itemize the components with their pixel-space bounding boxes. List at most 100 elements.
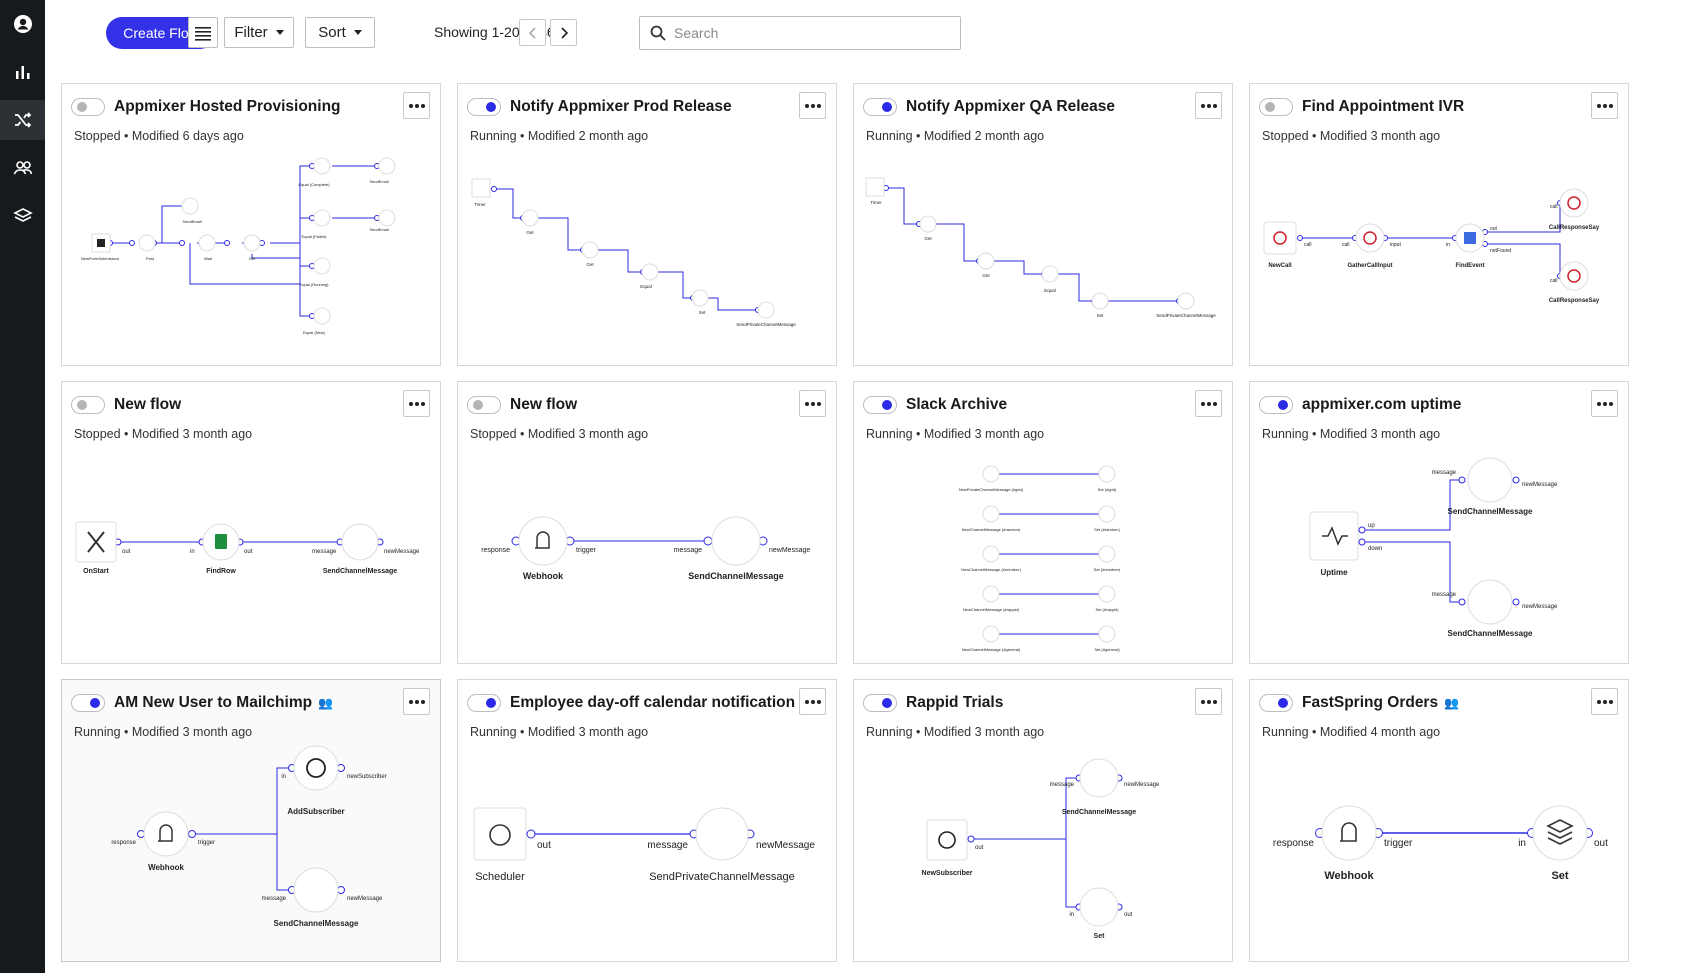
flow-title[interactable]: appmixer.com uptime [1302,396,1461,414]
flow-preview[interactable]: Webhook SendChannelMessage response trig… [458,444,838,664]
dot-icon [1596,103,1601,108]
list-view-button[interactable] [188,17,218,48]
flow-title[interactable]: Rappid Trials [906,694,1003,712]
dot-icon [414,699,419,704]
flow-card[interactable]: Rappid Trials Running • Modified 3 month … [853,679,1233,962]
flow-toggle[interactable] [1259,98,1293,116]
more-options-button[interactable] [799,390,826,417]
node-label: Scheduler [475,871,525,883]
port-label: in [281,774,286,780]
prev-page-button[interactable] [519,19,546,46]
more-options-button[interactable] [403,92,430,119]
flow-preview[interactable]: NewSubscriber SendChannelMessage Set out… [854,742,1234,962]
flow-title[interactable]: FastSpring Orders 👥 [1302,694,1459,712]
flow-card[interactable]: New flow Stopped • Modified 3 month ago O… [61,381,441,664]
flow-title[interactable]: Employee day-off calendar notification [510,694,795,712]
node-label: SendPrivateChannelMessage [736,322,796,327]
flow-preview[interactable]: Webhook AddSubscriber SendChannelMessage… [62,742,442,962]
flow-preview[interactable]: Uptime SendChannelMessage SendChannelMes… [1250,444,1630,664]
more-options-button[interactable] [1195,688,1222,715]
port-label: newMessage [384,549,420,555]
filter-button[interactable]: Filter [224,17,294,48]
sidebar [0,0,45,973]
flow-toggle[interactable] [467,694,501,712]
flow-title[interactable]: Find Appointment IVR [1302,98,1464,116]
dot-icon [1608,401,1613,406]
flow-card[interactable]: Employee day-off calendar notification Ru… [457,679,837,962]
flow-title[interactable]: Slack Archive [906,396,1007,414]
more-options-button[interactable] [1195,92,1222,119]
flow-card[interactable]: Notify Appmixer QA Release Running • Modi… [853,83,1233,366]
flow-toggle[interactable] [863,98,897,116]
sort-button[interactable]: Sort [305,17,375,48]
more-options-button[interactable] [1591,92,1618,119]
user-account-icon[interactable] [0,4,45,44]
flow-toggle[interactable] [1259,396,1293,414]
flow-preview[interactable]: OnStart FindRow SendChannelMessage out i… [62,444,442,664]
node-label: Webhook [1324,870,1374,882]
flow-preview[interactable]: NewPrivateChannelMessage (#grid) Set (#g… [854,444,1234,664]
port-label: message [1432,470,1457,476]
filter-label: Filter [234,24,268,41]
layers-icon[interactable] [0,196,45,236]
dot-icon [408,699,413,704]
flow-toggle[interactable] [863,396,897,414]
shuffle-flows-icon[interactable] [0,100,45,140]
port-label: newMessage [1522,482,1558,488]
search-input[interactable] [674,25,944,41]
flow-title[interactable]: Notify Appmixer Prod Release [510,98,732,116]
flow-title-text: Notify Appmixer QA Release [906,98,1116,115]
flow-card[interactable]: Find Appointment IVR Stopped • Modified 3… [1249,83,1629,366]
port-label: out [975,845,984,851]
flow-title[interactable]: Appmixer Hosted Provisioning [114,98,341,116]
flow-title-text: appmixer.com uptime [1302,396,1462,413]
dot-icon [414,103,419,108]
flow-toggle[interactable] [467,396,501,414]
flow-toggle[interactable] [863,694,897,712]
users-icon[interactable] [0,148,45,188]
flow-preview[interactable]: Timer Get Get Equal Set SendPrivateChann… [458,146,838,366]
flow-toggle[interactable] [71,396,105,414]
flow-card[interactable]: FastSpring Orders 👥 Running • Modified 4 m… [1249,679,1629,962]
port-label: in [1518,838,1526,849]
flow-preview[interactable]: NewFormSubmission Post SendEmail Wait Ge… [62,146,442,366]
dot-icon [1602,103,1607,108]
flow-card[interactable]: Slack Archive Running • Modified 3 month … [853,381,1233,664]
more-options-button[interactable] [403,390,430,417]
flow-toggle[interactable] [467,98,501,116]
flow-preview[interactable]: Webhook Set response trigger in out [1250,742,1630,962]
flow-title[interactable]: Notify Appmixer QA Release [906,98,1115,116]
flow-title[interactable]: AM New User to Mailchimp 👥 [114,694,333,712]
flow-title[interactable]: New flow [510,396,577,414]
dot-icon [1206,699,1211,704]
flow-toggle[interactable] [1259,694,1293,712]
flow-toggle[interactable] [71,694,105,712]
flow-card[interactable]: Appmixer Hosted Provisioning Stopped • Mo… [61,83,441,366]
flow-card[interactable]: New flow Stopped • Modified 3 month ago W… [457,381,837,664]
toggle-knob [486,698,496,708]
port-label: message [262,896,287,902]
flow-card[interactable]: AM New User to Mailchimp 👥 Running • Modif… [61,679,441,962]
more-options-button[interactable] [1195,390,1222,417]
flow-diagram: Webhook AddSubscriber SendChannelMessage… [111,745,387,928]
more-options-button[interactable] [1591,688,1618,715]
more-options-button[interactable] [1591,390,1618,417]
more-options-button[interactable] [403,688,430,715]
flow-title[interactable]: New flow [114,396,181,414]
node-label: NewChannelMessage (#reindeer) [961,567,1021,572]
flow-card[interactable]: Notify Appmixer Prod Release Running • Mo… [457,83,837,366]
node-label: SendEmail [369,227,388,232]
flow-card[interactable]: appmixer.com uptime Running • Modified 3 … [1249,381,1629,664]
flow-title-text: AM New User to Mailchimp [114,694,313,711]
more-options-button[interactable] [799,92,826,119]
next-page-button[interactable] [550,19,577,46]
flow-preview[interactable]: NewCall GatherCallInput FindEvent CallRe… [1250,146,1630,366]
flow-preview[interactable]: Scheduler SendPrivateChannelMessage out … [458,742,838,962]
port-label: response [481,547,510,554]
bar-chart-icon[interactable] [0,52,45,92]
node-label: FindEvent [1455,263,1484,269]
flow-toggle[interactable] [71,98,105,116]
flow-diagram: NewSubscriber SendChannelMessage Set out… [922,758,1160,940]
more-options-button[interactable] [799,688,826,715]
flow-preview[interactable]: Timer Get Get Equal Set SendPrivateChann… [854,146,1234,366]
